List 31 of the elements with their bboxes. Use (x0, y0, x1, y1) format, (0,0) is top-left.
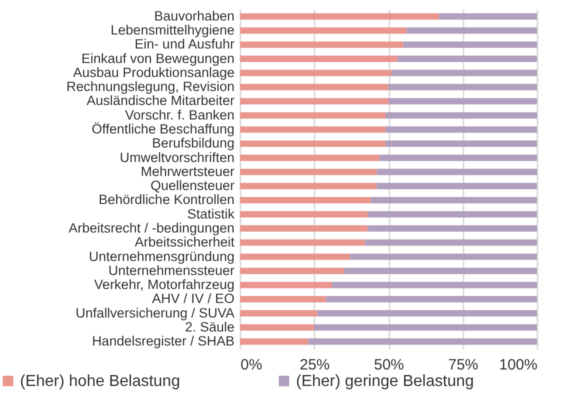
y-tick-label: Behördliche Kontrollen (98, 192, 234, 208)
legend-label: (Eher) geringe Belastung (296, 373, 474, 390)
y-tick-label: Unfallversicherung / SUVA (76, 305, 234, 320)
y-tick-label: Berufsbildung (152, 136, 234, 151)
y-tick-label: Ein- und Ausfuhr (134, 36, 235, 52)
y-tick-label: Ausländische Mitarbeiter (86, 93, 235, 108)
y-tick-label: 2. Säule (184, 319, 234, 334)
y-tick-label: Lebensmittelhygiene (110, 22, 234, 38)
y-tick-label: Statistik (187, 206, 235, 222)
x-tick-label: 75% (448, 356, 478, 374)
y-tick-label: Rechnungslegung, Revision (66, 79, 234, 94)
y-tick-label: Verkehr, Motorfahrzeug (94, 277, 234, 292)
y-tick-label: Vorschr. f. Banken (124, 107, 234, 122)
y-tick-label: Unternehmenssteuer (108, 262, 235, 278)
y-tick-label: Quellensteuer (150, 178, 235, 194)
y-tick-label: Ausbau Produktionsanlage (73, 64, 234, 80)
y-tick-label: Unternehmensgründung (88, 248, 234, 264)
y-tick-label: Mehrwertsteuer (140, 164, 235, 179)
y-tick-label: Bauvorhaben (154, 8, 234, 24)
y-tick-label: Einkauf von Bewegungen (81, 50, 234, 66)
legend-label: (Eher) hohe Belastung (20, 373, 180, 390)
x-tick-label: 0% (240, 356, 262, 374)
y-tick-label: Handelsregister / SHAB (92, 334, 234, 349)
x-tick-label: 100% (499, 356, 538, 374)
y-tick-label: AHV / IV / EO (152, 291, 234, 306)
y-tick-label: Umweltvorschriften (120, 150, 234, 165)
x-tick-label: 50% (374, 356, 404, 374)
y-tick-label: Öffentliche Beschaffung (92, 122, 234, 137)
y-tick-label: Arbeitsrecht / -bedingungen (68, 220, 234, 236)
y-tick-label: Arbeitssicherheit (134, 234, 235, 250)
x-tick-label: 25% (300, 356, 330, 374)
